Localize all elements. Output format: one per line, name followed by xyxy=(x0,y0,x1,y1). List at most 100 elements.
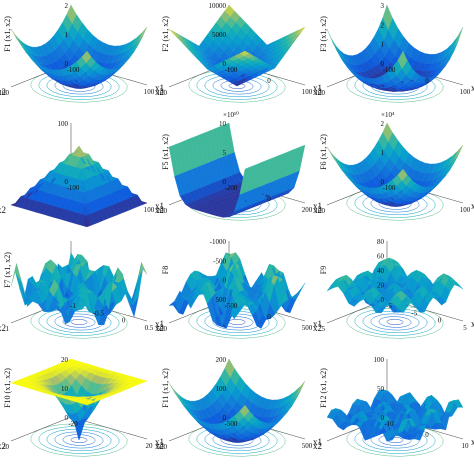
x-axis-label: x1 xyxy=(155,83,164,93)
surface-panel-5: 0 5 10 ×10¹⁰ -200 0 200 200 x1 x2 F5 (x1, x2) xyxy=(155,111,322,236)
contour-line xyxy=(70,437,88,443)
surface-panel-7: -1-0.500.51x1x2F7 (x1, x2) xyxy=(0,236,164,354)
contour-line xyxy=(228,319,246,325)
y-axis-label: x2 xyxy=(0,323,6,333)
z-tick-label: 10 xyxy=(61,385,69,393)
surface-mesh xyxy=(168,122,306,218)
x-tick-label: 0 xyxy=(438,317,442,325)
x-tick-label: -500 xyxy=(225,302,238,310)
z-tick-label: 20 xyxy=(377,282,385,290)
x-axis-label: x1 xyxy=(471,83,474,93)
x-tick-label: -500 xyxy=(225,420,238,428)
x-axis-label: x1 xyxy=(471,437,474,447)
surface-patch xyxy=(168,145,179,177)
z-tick-label: 2 xyxy=(381,120,385,128)
z-tick-label: 2 xyxy=(65,2,69,10)
surface-patch xyxy=(168,28,179,38)
z-axis-label: F1 (x1, x2) xyxy=(3,16,12,52)
x-tick-label: 0 xyxy=(267,77,271,85)
surface-panel-2: 0 5000 10000 -100 0 100 100 x1 x2 F2 (x1, x2) xyxy=(155,0,322,118)
surface-mesh xyxy=(10,252,148,326)
x-tick-label: 100 xyxy=(460,206,471,214)
z-axis-label: F7 (x1, x2) xyxy=(3,252,12,288)
surface-patch xyxy=(335,45,346,62)
z-tick-label: 20 xyxy=(61,356,69,364)
z-tick-label: 500 xyxy=(216,296,227,304)
z-tick-label: 0 xyxy=(65,178,69,186)
contour-line xyxy=(228,83,246,89)
z-exponent-label: ×10⁴ xyxy=(381,0,395,1)
y-axis-label: x2 xyxy=(313,441,322,451)
z-axis-label: F5 (x1, x2) xyxy=(161,134,170,170)
axis-y-line xyxy=(10,416,72,442)
z-exponent-label: ×10⁴ xyxy=(381,111,395,119)
z-tick-label: 60 xyxy=(377,253,385,261)
surface-patch xyxy=(326,28,337,51)
contour-line xyxy=(220,80,254,92)
z-tick-label: 0 xyxy=(223,60,227,68)
x-axis-label: x1 xyxy=(471,319,474,329)
z-tick-label: 0 xyxy=(381,60,385,68)
z-tick-label: 0 xyxy=(65,414,69,422)
surface-panel-1: 012×10⁴-100100100x1x2F1 (x1, x2) xyxy=(0,0,164,118)
contour-line xyxy=(62,434,96,446)
surface-patch xyxy=(168,300,179,313)
z-tick-label: 3 xyxy=(381,2,385,10)
z-tick-label: -500 xyxy=(213,257,226,265)
z-tick-label: 200 xyxy=(216,356,227,364)
surface-svg: 012×10⁴-100100100x1x2F6 (x1, x2) xyxy=(313,111,474,221)
z-tick-label: 10 xyxy=(219,120,227,128)
z-tick-label: 100 xyxy=(216,385,227,393)
contour-line xyxy=(38,426,120,454)
y-axis-label: x2 xyxy=(313,205,322,215)
surface-mesh xyxy=(326,4,464,92)
z-tick-label: -1000 xyxy=(210,238,227,246)
y-tick-label: 1 xyxy=(6,325,10,333)
z-tick-label: 100 xyxy=(58,120,69,128)
x-tick-label: -20 xyxy=(68,420,78,428)
z-tick-label: 80 xyxy=(377,238,385,246)
z-tick-label: 0 xyxy=(381,296,385,304)
z-axis-label: F6 (x1, x2) xyxy=(319,134,328,170)
surface-patch xyxy=(10,28,21,45)
surface-mesh xyxy=(326,389,464,442)
x-tick-label: -100 xyxy=(383,66,396,74)
y-axis-label: x2 xyxy=(0,441,6,451)
z-tick-label: 5000 xyxy=(212,31,227,39)
surface-mesh xyxy=(326,122,464,207)
surface-patch xyxy=(331,38,342,57)
x-tick-label: -100 xyxy=(67,184,80,192)
contour-line xyxy=(386,319,404,325)
surface-panel-8: 500 0 -500 -1000 -500 0 500 500 x1 x2 F8 xyxy=(155,236,322,354)
z-axis-label: F10 (x1, x2) xyxy=(3,368,12,408)
y-tick-label: 20 xyxy=(2,443,10,451)
z-tick-label: 10000 xyxy=(209,2,227,10)
surface-patch xyxy=(15,34,26,50)
contour-line xyxy=(46,310,112,334)
contour-line xyxy=(196,72,278,100)
z-tick-label: 0 xyxy=(381,414,385,422)
x-tick-label: -5 xyxy=(386,302,392,310)
x-axis-label: x1 xyxy=(155,201,164,211)
x-tick-label: -5 xyxy=(411,309,417,317)
y-axis-label: x2 xyxy=(313,87,322,97)
contour-line xyxy=(38,308,120,336)
surface-svg: -1-0.500.51x1x2F7 (x1, x2) xyxy=(0,241,164,339)
z-axis-label: F12 (x1, x2) xyxy=(319,368,328,408)
surface-patch xyxy=(326,282,337,292)
surface-patch xyxy=(173,388,184,404)
z-tick-label: 50 xyxy=(377,385,385,393)
y-tick-label: 100 xyxy=(157,89,168,97)
z-axis-label: F9 xyxy=(319,266,328,274)
